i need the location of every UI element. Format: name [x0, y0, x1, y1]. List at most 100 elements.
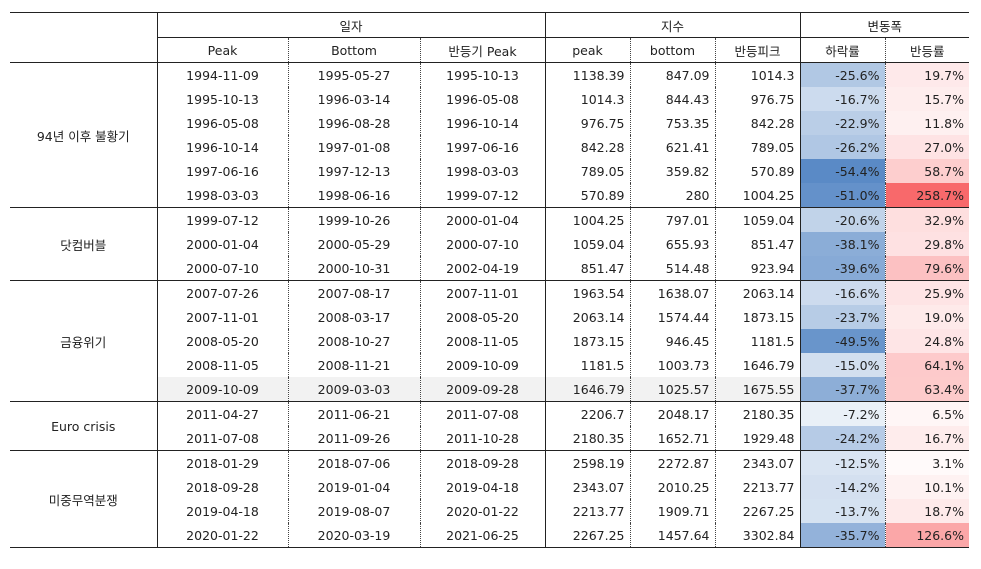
col-peak-index-cell: 1059.04 — [544, 232, 630, 256]
col-peak-date-cell: 1994-11-09 — [156, 62, 288, 87]
col-peak-index-cell: 1004.25 — [544, 207, 630, 232]
col-rebound-peak-date-cell: 2008-11-05 — [419, 329, 545, 353]
col-bottom-date-cell: 2019-01-04 — [287, 475, 420, 499]
col-rebound-peak-index-cell: 2063.14 — [714, 280, 800, 305]
table-row: 2000-07-10 2000-10-31 2002-04-19 851.47 514.… — [10, 256, 969, 281]
col-peak-date-cell: 1996-05-08 — [156, 111, 288, 135]
col-rebound-peak-date-cell: 2000-01-04 — [419, 207, 545, 232]
col-bottom-index-cell: 2010.25 — [629, 475, 715, 499]
col-bottom-date-cell: 2018-07-06 — [287, 450, 420, 475]
period-label: 금융위기 — [10, 280, 157, 402]
col-bottom-index-cell: 797.01 — [629, 207, 715, 232]
col-peak-index-cell: 842.28 — [544, 135, 630, 159]
table-row: 2011-07-08 2011-09-26 2011-10-28 2180.35 165… — [10, 426, 969, 451]
col-peak-index-cell: 2206.7 — [544, 401, 630, 426]
col-drop-rate-cell: -35.7% — [799, 523, 885, 548]
col-peak-date-cell: 2011-04-27 — [156, 401, 288, 426]
col-rebound-peak-index-cell: 842.28 — [714, 111, 800, 135]
col-rebound-rate-cell: 32.9% — [884, 207, 969, 232]
col-peak-index-cell: 1873.15 — [544, 329, 630, 353]
col-rebound-rate-cell: 63.4% — [884, 377, 969, 402]
col-bottom-date-cell: 2020-03-19 — [287, 523, 420, 548]
col-rebound-peak-index-cell: 1873.15 — [714, 305, 800, 329]
col-rebound-rate-cell: 25.9% — [884, 280, 969, 305]
col-bottom-date: Bottom — [287, 37, 420, 63]
col-bottom-date-cell: 2019-08-07 — [287, 499, 420, 523]
col-bottom-index-cell: 1574.44 — [629, 305, 715, 329]
col-peak-date-cell: 1998-03-03 — [156, 183, 288, 208]
col-rebound-peak-date-cell: 1999-07-12 — [419, 183, 545, 208]
col-rebound-peak-index-cell: 2343.07 — [714, 450, 800, 475]
col-drop-rate-cell: -22.9% — [799, 111, 885, 135]
col-peak-index-cell: 2213.77 — [544, 499, 630, 523]
col-peak-index-cell: 2343.07 — [544, 475, 630, 499]
drawdown-table: 일자 지수 변동폭 Peak Bottom 반등기 Peak peak bottom 반등… — [10, 12, 969, 548]
col-rebound-peak-date-cell: 2008-05-20 — [419, 305, 545, 329]
corner-cell — [10, 12, 157, 63]
table-row: 1997-06-16 1997-12-13 1998-03-03 789.05 359.… — [10, 159, 969, 183]
col-bottom-index-cell: 946.45 — [629, 329, 715, 353]
col-peak-date-cell: 2020-01-22 — [156, 523, 288, 548]
col-rebound-peak-date-cell: 2009-09-28 — [419, 377, 545, 402]
col-rebound-peak-date-cell: 1997-06-16 — [419, 135, 545, 159]
col-peak-date-cell: 2000-07-10 — [156, 256, 288, 281]
col-drop-rate-cell: -51.0% — [799, 183, 885, 208]
col-rebound-rate-cell: 27.0% — [884, 135, 969, 159]
col-peak-index-cell: 1138.39 — [544, 62, 630, 87]
col-rebound-peak-index-cell: 851.47 — [714, 232, 800, 256]
col-peak-date-cell: 2008-11-05 — [156, 353, 288, 377]
col-rebound-peak-date-cell: 2000-07-10 — [419, 232, 545, 256]
col-rebound-peak-index-cell: 1181.5 — [714, 329, 800, 353]
col-bottom-index-cell: 753.35 — [629, 111, 715, 135]
col-bottom-date-cell: 1997-12-13 — [287, 159, 420, 183]
col-rebound-peak-date: 반등기 Peak — [419, 37, 545, 63]
col-bottom-date-cell: 2011-09-26 — [287, 426, 420, 451]
col-peak-date-cell: 1997-06-16 — [156, 159, 288, 183]
table-row: 닷컴버블 1999-07-12 1999-10-26 2000-01-04 1004.2… — [10, 207, 969, 281]
col-rebound-rate-cell: 3.1% — [884, 450, 969, 475]
col-rebound-rate-cell: 29.8% — [884, 232, 969, 256]
table-row: 1996-05-08 1996-08-28 1996-10-14 976.75 753.… — [10, 111, 969, 135]
col-bottom-index-cell: 1652.71 — [629, 426, 715, 451]
col-bottom-date-cell: 1996-08-28 — [287, 111, 420, 135]
col-rebound-peak-index-cell: 1675.55 — [714, 377, 800, 402]
col-peak-date-cell: 2007-07-26 — [156, 280, 288, 305]
col-bottom-index-cell: 1638.07 — [629, 280, 715, 305]
col-bottom-date-cell: 1995-05-27 — [287, 62, 420, 87]
col-rebound-rate-cell: 19.0% — [884, 305, 969, 329]
col-rebound-peak-date-cell: 2007-11-01 — [419, 280, 545, 305]
col-bottom-date-cell: 1997-01-08 — [287, 135, 420, 159]
col-rebound-rate-cell: 79.6% — [884, 256, 969, 281]
col-rebound-peak-index-cell: 570.89 — [714, 159, 800, 183]
col-rebound-rate-cell: 11.8% — [884, 111, 969, 135]
col-bottom-index-cell: 2048.17 — [629, 401, 715, 426]
col-rebound-rate-cell: 19.7% — [884, 62, 969, 87]
col-bottom-date-cell: 1998-06-16 — [287, 183, 420, 208]
col-bottom-index-cell: 1457.64 — [629, 523, 715, 548]
col-rebound-peak-date-cell: 1996-05-08 — [419, 87, 545, 111]
col-rebound-peak-date-cell: 2019-04-18 — [419, 475, 545, 499]
col-bottom-date-cell: 2011-06-21 — [287, 401, 420, 426]
col-rebound-peak-index-cell: 923.94 — [714, 256, 800, 281]
col-drop-rate-cell: -20.6% — [799, 207, 885, 232]
col-bottom-date-cell: 2008-11-21 — [287, 353, 420, 377]
col-peak-date-cell: 2018-01-29 — [156, 450, 288, 475]
col-rebound-rate-cell: 64.1% — [884, 353, 969, 377]
table-row: 1996-10-14 1997-01-08 1997-06-16 842.28 621.… — [10, 135, 969, 159]
col-bottom-index-cell: 2272.87 — [629, 450, 715, 475]
col-bottom-date-cell: 1999-10-26 — [287, 207, 420, 232]
col-rebound-peak-index-cell: 2213.77 — [714, 475, 800, 499]
col-drop-rate-cell: -23.7% — [799, 305, 885, 329]
table-row: 94년 이후 불황기 1994-11-09 1995-05-27 1995-10-13… — [10, 62, 969, 208]
col-peak-date: Peak — [156, 37, 288, 63]
col-bottom-index-cell: 1003.73 — [629, 353, 715, 377]
col-peak-index-cell: 851.47 — [544, 256, 630, 281]
col-bottom-index-cell: 359.82 — [629, 159, 715, 183]
col-rebound-peak-index-cell: 789.05 — [714, 135, 800, 159]
col-bottom-index-cell: 847.09 — [629, 62, 715, 87]
col-rebound-peak-index-cell: 976.75 — [714, 87, 800, 111]
col-drop-rate-cell: -38.1% — [799, 232, 885, 256]
col-peak-date-cell: 2019-04-18 — [156, 499, 288, 523]
col-peak-index-cell: 1181.5 — [544, 353, 630, 377]
col-rebound-peak-date-cell: 2021-06-25 — [419, 523, 545, 548]
